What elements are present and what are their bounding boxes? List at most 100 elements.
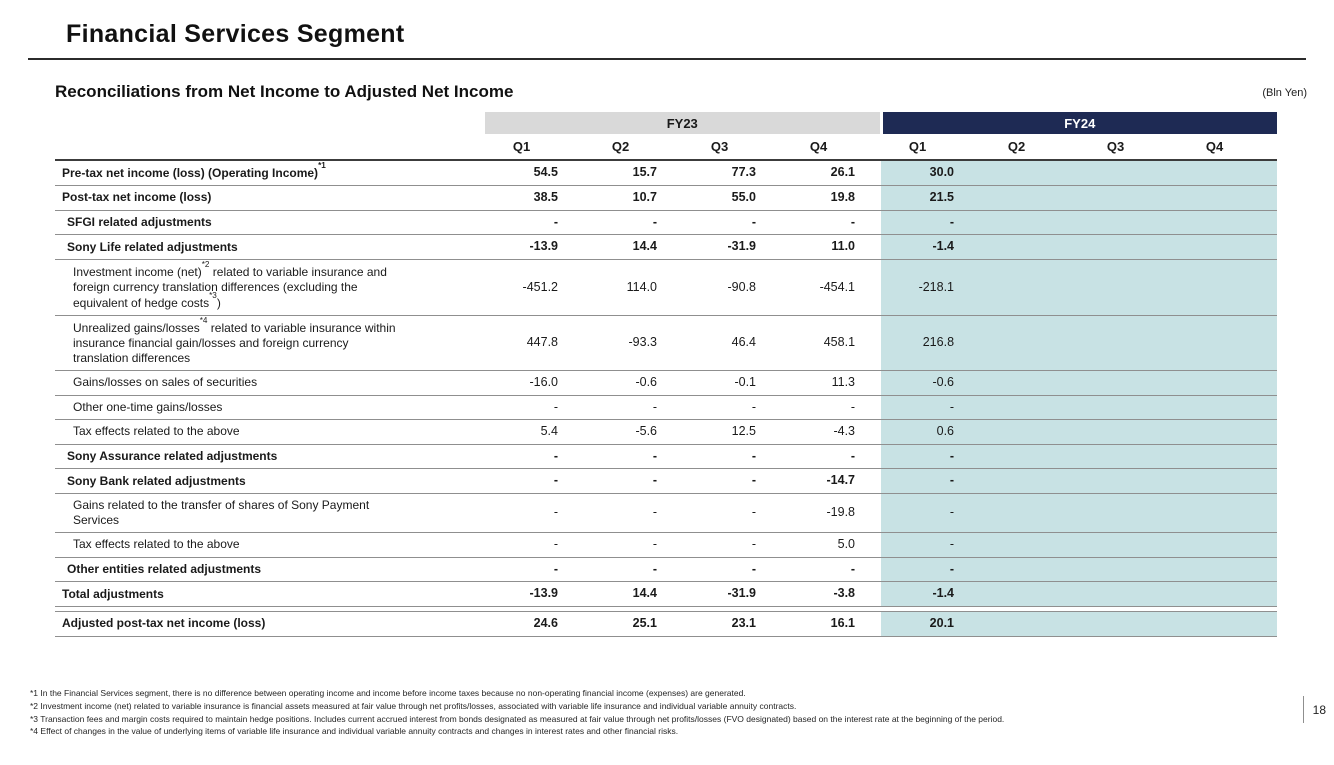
row-label: Pre-tax net income (loss) (Operating Inc…	[55, 160, 485, 186]
value-cell: 24.6	[485, 611, 584, 637]
value-cell: -3.8	[782, 581, 882, 607]
value-cell	[980, 419, 1080, 445]
value-cell: -14.7	[782, 468, 882, 494]
quarter-header-fy24-q1: Q1	[881, 134, 981, 161]
value-cell: 55.0	[683, 185, 782, 211]
unit-label: (Bln Yen)	[1262, 87, 1307, 99]
quarter-header-row: Q1 Q2 Q3 Q4 Q1 Q2 Q3 Q4	[55, 134, 1278, 161]
value-cell	[1079, 581, 1179, 607]
row-label: Tax effects related to the above	[55, 419, 485, 445]
value-cell: -1.4	[881, 581, 981, 607]
value-cell: -	[584, 468, 683, 494]
value-cell: 19.8	[782, 185, 882, 211]
value-cell: -19.8	[782, 493, 882, 533]
value-cell: 54.5	[485, 160, 584, 186]
value-cell: -451.2	[485, 259, 584, 316]
row-label: Sony Bank related adjustments	[55, 468, 485, 494]
row-label: Tax effects related to the above	[55, 532, 485, 558]
value-cell: -93.3	[584, 315, 683, 371]
value-cell: -	[881, 557, 981, 583]
value-cell	[1178, 493, 1278, 533]
value-cell: -	[683, 493, 782, 533]
value-cell: -	[485, 395, 584, 421]
value-cell: 11.0	[782, 234, 882, 260]
value-cell: -	[584, 532, 683, 558]
value-cell	[1178, 395, 1278, 421]
value-cell	[1178, 444, 1278, 470]
value-cell: -	[782, 557, 882, 583]
value-cell	[1178, 557, 1278, 583]
table-row: Unrealized gains/losses*4 related to var…	[55, 315, 1278, 371]
label-column-header	[55, 112, 485, 134]
value-cell	[980, 160, 1080, 186]
value-cell: -	[584, 557, 683, 583]
value-cell: 0.6	[881, 419, 981, 445]
value-cell: -16.0	[485, 370, 584, 396]
value-cell: 46.4	[683, 315, 782, 371]
value-cell	[1178, 611, 1278, 637]
value-cell	[980, 185, 1080, 211]
value-cell	[980, 581, 1080, 607]
row-label: Adjusted post-tax net income (loss)	[55, 611, 485, 637]
value-cell	[1178, 370, 1278, 396]
value-cell	[1178, 468, 1278, 494]
table-row: Sony Life related adjustments -13.9 14.4 -3…	[55, 234, 1278, 260]
row-label: SFGI related adjustments	[55, 210, 485, 236]
table-row: Tax effects related to the above 5.4 -5.6 1…	[55, 419, 1278, 445]
value-cell: 20.1	[881, 611, 981, 637]
value-cell	[980, 395, 1080, 421]
value-cell: -	[485, 210, 584, 236]
value-cell	[980, 468, 1080, 494]
value-cell: -	[782, 444, 882, 470]
value-cell	[1178, 581, 1278, 607]
value-cell: 447.8	[485, 315, 584, 371]
value-cell: -0.1	[683, 370, 782, 396]
footnotes: *1 In the Financial Services segment, th…	[30, 687, 1282, 738]
value-cell: -31.9	[683, 581, 782, 607]
quarter-header-fy23-q3: Q3	[683, 134, 782, 161]
value-cell: 30.0	[881, 160, 981, 186]
value-cell: -4.3	[782, 419, 882, 445]
value-cell	[980, 611, 1080, 637]
value-cell: 10.7	[584, 185, 683, 211]
table-row: Post-tax net income (loss) 38.5 10.7 55.0 19…	[55, 185, 1278, 211]
value-cell	[1178, 234, 1278, 260]
table-row: Pre-tax net income (loss) (Operating Inc…	[55, 160, 1278, 186]
value-cell: -31.9	[683, 234, 782, 260]
value-cell	[980, 259, 1080, 316]
value-cell: 14.4	[584, 581, 683, 607]
page-number-divider	[1302, 696, 1304, 723]
quarter-header-fy24-q2: Q2	[980, 134, 1080, 161]
value-cell	[1079, 444, 1179, 470]
value-cell: 5.0	[782, 532, 882, 558]
value-cell: -	[782, 210, 882, 236]
value-cell: -	[584, 395, 683, 421]
table-row: Gains/losses on sales of securities -16.0…	[55, 370, 1278, 396]
label-column-header	[55, 134, 485, 161]
value-cell: -	[782, 395, 882, 421]
quarter-header-fy23-q4: Q4	[782, 134, 882, 161]
reconciliation-table: FY23 FY24 Q1 Q2 Q3 Q4 Q1 Q2 Q3 Q4 Pre-tax net i…	[55, 112, 1278, 637]
table-row: Sony Bank related adjustments - - - -14.7-	[55, 468, 1278, 494]
row-label: Sony Assurance related adjustments	[55, 444, 485, 470]
table-row: Total adjustments -13.9 14.4 -31.9 -3.8 -1.4	[55, 581, 1278, 607]
table-row: Other entities related adjustments - - - - -	[55, 557, 1278, 583]
value-cell: -	[881, 444, 981, 470]
value-cell	[1079, 493, 1179, 533]
row-label: Other one-time gains/losses	[55, 395, 485, 421]
value-cell: -0.6	[881, 370, 981, 396]
value-cell: -	[485, 468, 584, 494]
value-cell	[1178, 532, 1278, 558]
value-cell: -218.1	[881, 259, 981, 316]
table-row: Other one-time gains/losses - - - - -	[55, 395, 1278, 421]
row-label: Other entities related adjustments	[55, 557, 485, 583]
value-cell: -1.4	[881, 234, 981, 260]
table-row: Tax effects related to the above - - -5.0-	[55, 532, 1278, 558]
quarter-header-fy24-q3: Q3	[1079, 134, 1179, 161]
value-cell	[980, 234, 1080, 260]
value-cell: -	[683, 395, 782, 421]
value-cell: 11.3	[782, 370, 882, 396]
row-label: Investment income (net)*2 related to var…	[55, 259, 485, 316]
value-cell: -	[485, 493, 584, 533]
value-cell: 12.5	[683, 419, 782, 445]
